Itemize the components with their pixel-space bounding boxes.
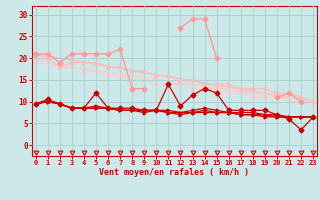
X-axis label: Vent moyen/en rafales ( km/h ): Vent moyen/en rafales ( km/h )	[100, 168, 249, 177]
